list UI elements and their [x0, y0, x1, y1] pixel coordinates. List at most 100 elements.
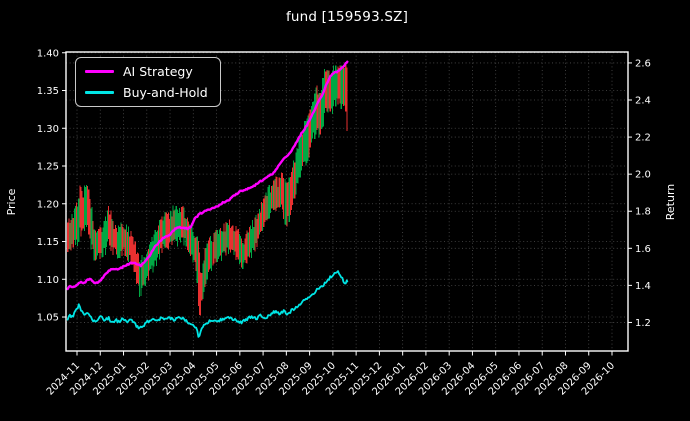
price-bar: [100, 227, 102, 254]
price-bar: [217, 233, 219, 260]
price-bar: [305, 121, 307, 166]
price-bar: [129, 236, 131, 256]
price-bar: [111, 219, 113, 248]
price-bar: [155, 232, 157, 266]
price-bar: [81, 190, 83, 231]
price-bar: [325, 71, 327, 108]
price-bar: [144, 257, 146, 287]
price-bar: [67, 222, 69, 252]
price-bar: [130, 231, 132, 265]
price-bar: [295, 152, 297, 195]
price-bar: [300, 131, 302, 171]
price-bar: [160, 219, 162, 249]
price-bar: [346, 67, 348, 131]
price-bar: [340, 65, 342, 110]
price-bar: [269, 192, 271, 214]
price-bar: [237, 228, 239, 260]
price-bar: [304, 120, 306, 162]
price-bar: [298, 136, 300, 178]
price-bar: [279, 177, 281, 207]
price-bar: [337, 66, 339, 105]
price-bar: [163, 216, 165, 247]
price-bar: [113, 228, 115, 248]
price-bar: [316, 85, 318, 130]
price-bar: [83, 185, 85, 232]
price-bar: [73, 208, 75, 240]
price-bar: [335, 65, 337, 107]
legend-swatch-buy-and-hold: [85, 91, 114, 94]
price-bar: [330, 74, 332, 109]
right-axis-label: Return: [664, 184, 677, 221]
price-bar: [294, 162, 296, 199]
price-bar: [115, 228, 117, 255]
left-axis-label: Price: [5, 188, 18, 215]
price-bar: [211, 240, 213, 271]
return-tick-label: 2.6: [635, 58, 651, 69]
price-bar: [293, 160, 295, 199]
price-bar: [278, 177, 280, 208]
chart-title: fund [159593.SZ]: [285, 9, 409, 25]
series-lines: [66, 60, 349, 338]
price-bar: [85, 185, 88, 228]
price-bar: [143, 256, 145, 285]
price-bar: [89, 199, 91, 239]
legend-label-buy-and-hold: Buy-and-Hold: [123, 85, 208, 100]
price-bar: [224, 231, 226, 253]
price-bar: [69, 222, 71, 250]
price-bar: [226, 222, 228, 248]
price-bar: [284, 178, 286, 225]
price-bar: [157, 225, 160, 255]
price-bar: [297, 148, 299, 184]
price-bar: [79, 185, 81, 228]
price-bar: [277, 186, 279, 208]
price-bar: [255, 214, 257, 243]
price-bar: [229, 228, 232, 253]
price-bar: [206, 243, 208, 280]
price-bar: [334, 71, 336, 100]
price-bar: [125, 224, 127, 258]
line-ai-strategy: [66, 60, 349, 291]
price-bar: [138, 253, 140, 285]
price-bar: [195, 237, 197, 272]
price-bar: [216, 229, 218, 262]
price-bar: [310, 105, 312, 143]
price-bar: [319, 92, 321, 135]
price-bar: [181, 207, 183, 238]
price-bar: [135, 253, 137, 285]
price-bar: [170, 211, 172, 242]
price-bar: [166, 213, 168, 248]
price-bar: [249, 225, 252, 253]
price-bar: [98, 229, 100, 253]
price-bar: [287, 182, 289, 216]
price-bar: [253, 226, 255, 251]
price-bar: [212, 242, 214, 266]
price-bar: [82, 197, 84, 229]
price-bar: [90, 208, 92, 250]
price-bar: [112, 221, 114, 255]
legend-swatch-ai-strategy: [85, 70, 114, 73]
price-bar: [241, 238, 243, 268]
price-bar: [259, 212, 261, 232]
price-bar: [332, 65, 335, 107]
price-bar: [263, 198, 265, 227]
line-buy-and-hold: [66, 270, 349, 338]
price-bar: [303, 131, 305, 163]
price-bar: [134, 241, 136, 273]
price-bar: [251, 229, 253, 258]
price-bar: [133, 244, 135, 272]
legend-item-ai-strategy: AI Strategy: [85, 63, 208, 80]
price-bar: [247, 232, 249, 257]
price-bar: [286, 183, 288, 227]
price-bar: [162, 220, 164, 244]
price-bar: [274, 178, 276, 210]
price-bar: [99, 226, 101, 259]
price-bar: [94, 230, 96, 261]
price-bar: [214, 231, 216, 259]
return-tick-label: 2.2: [635, 133, 651, 144]
price-bar: [68, 218, 70, 250]
price-bar: [273, 180, 275, 211]
return-tick-label: 1.4: [635, 281, 651, 292]
price-bar: [221, 230, 223, 261]
price-bar: [174, 209, 176, 239]
